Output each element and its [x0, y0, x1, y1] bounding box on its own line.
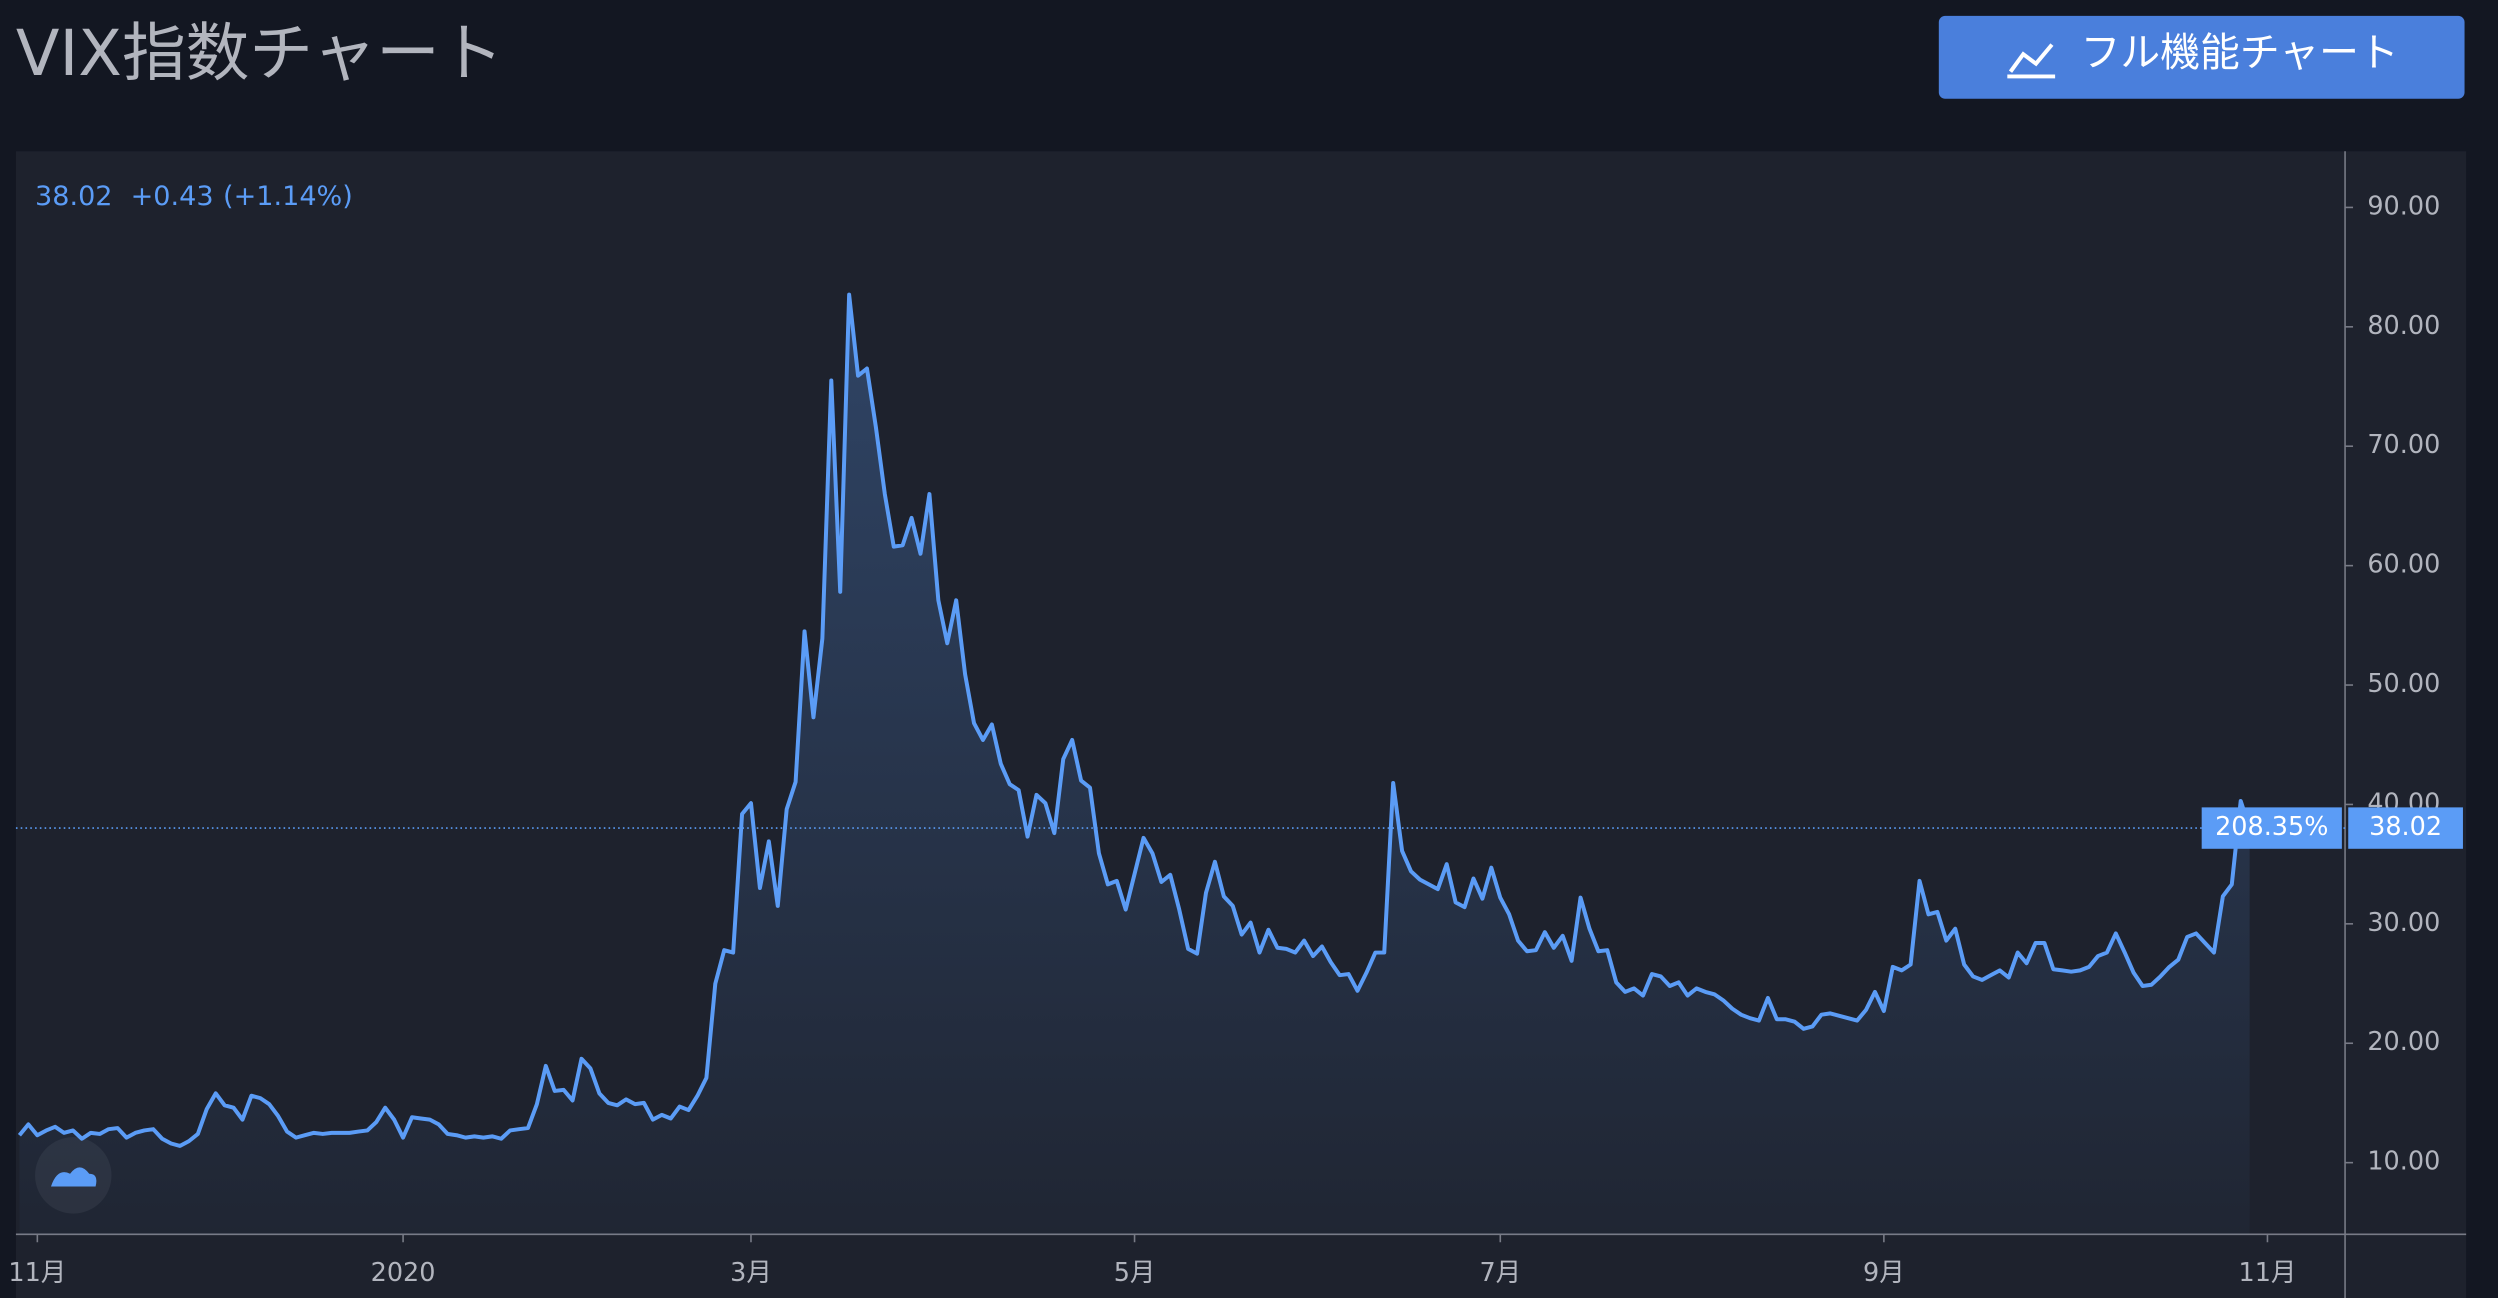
y-tick-label: 60.00: [2367, 550, 2440, 580]
price-tag-label: 38.02: [2369, 812, 2442, 842]
button-icon[interactable]: [2008, 43, 2054, 73]
x-tick-label: 2020: [371, 1258, 436, 1288]
y-tick-label: 80.00: [2367, 311, 2440, 341]
legend-change: +0.43: [131, 181, 214, 212]
x-tick-label: 9月: [1863, 1258, 1905, 1288]
x-tick-label: 5月: [1114, 1258, 1156, 1288]
x-tick-label: 7月: [1479, 1258, 1521, 1288]
button-label[interactable]: フル機能チャート: [2081, 30, 2399, 76]
x-tick-label: 11月: [2239, 1258, 2297, 1288]
y-tick-label: 30.00: [2367, 908, 2440, 938]
button-bg[interactable]: [1938, 15, 2465, 99]
full-chart-button[interactable]: フル機能チャート: [1938, 15, 2465, 99]
legend-last: 38.02: [35, 181, 112, 212]
line: [17, 292, 2252, 1148]
page-title: VIX指数チャート: [16, 17, 504, 91]
x-tick-label: 3月: [730, 1258, 772, 1288]
area: [19, 294, 2250, 1235]
pct-tag: [2201, 807, 2342, 849]
legend-change-pct: (+1.14%): [223, 181, 353, 212]
y-tick-label: 50.00: [2367, 669, 2440, 699]
y-tick-label: 90.00: [2367, 191, 2440, 221]
legend: 38.02 +0.43 (+1.14%): [35, 181, 353, 212]
y-tick-label: 70.00: [2367, 430, 2440, 460]
y-tick-label: 20.00: [2367, 1027, 2440, 1057]
price-tag: [2348, 807, 2463, 849]
pct-tag-label: 208.35%: [2215, 812, 2328, 842]
y-tick-label: 10.00: [2367, 1147, 2440, 1177]
x-tick-label: 11月: [8, 1258, 66, 1288]
